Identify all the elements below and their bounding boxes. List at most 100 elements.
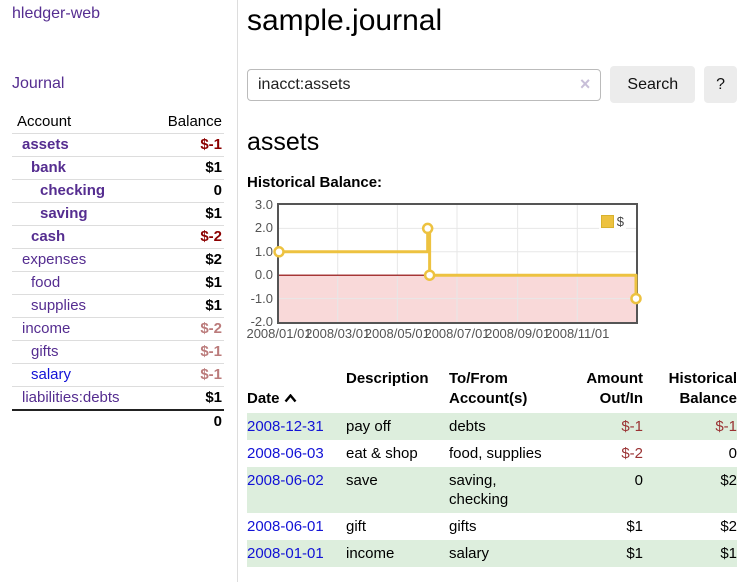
account-link[interactable]: expenses — [22, 251, 87, 268]
accounts-table: Account Balance assets $-1 bank $1 checking 0… — [12, 110, 224, 433]
transaction-date-link[interactable]: 2008-06-02 — [247, 472, 324, 489]
x-axis-tick-label: 2008/09/01 — [485, 326, 551, 341]
transaction-amount: $-2 — [621, 445, 643, 462]
transaction-date-link[interactable]: 2008-12-31 — [247, 418, 324, 435]
accounts-col-account: Account — [12, 110, 140, 134]
transaction-amount: $-1 — [621, 418, 643, 435]
brand-link[interactable]: hledger-web — [12, 5, 101, 22]
transaction-balance: $2 — [720, 472, 737, 489]
main-content: sample.journal × Search ? assets Histori… — [238, 0, 742, 582]
account-row: gifts $-1 — [12, 340, 224, 364]
register-col-amount: Amount Out/In — [586, 370, 643, 407]
account-link[interactable]: cash — [31, 228, 66, 245]
account-link[interactable]: salary — [31, 366, 72, 383]
accounts-total-balance: 0 — [140, 409, 224, 433]
transaction-description: pay off — [346, 418, 391, 435]
transaction-description: income — [346, 545, 395, 562]
y-axis-tick-label: 3.0 — [254, 197, 273, 212]
register-header-row: Date Description To/From Account(s) Amoun… — [247, 367, 737, 413]
register-row: 2008-06-01 gift gifts $1 $2 — [247, 513, 737, 540]
transaction-accounts: food, supplies — [449, 445, 542, 462]
sidebar-item-journal[interactable]: Journal — [12, 75, 65, 92]
account-balance: $1 — [140, 294, 224, 318]
account-balance: $1 — [140, 156, 224, 180]
transaction-date-link[interactable]: 2008-06-03 — [247, 445, 324, 462]
account-balance: $-2 — [140, 225, 224, 249]
transaction-balance: $2 — [720, 518, 737, 535]
transaction-amount: 0 — [634, 472, 643, 489]
account-row: salary $-1 — [12, 363, 224, 387]
transaction-description: eat & shop — [346, 445, 418, 462]
accounts-col-balance: Balance — [140, 110, 224, 134]
register-table: Date Description To/From Account(s) Amoun… — [247, 367, 737, 567]
search-button[interactable]: Search — [610, 66, 696, 103]
accounts-total-row: 0 — [12, 409, 224, 433]
transaction-balance: $1 — [720, 545, 737, 562]
y-axis-tick-label: 1.0 — [254, 243, 273, 259]
register-row: 2008-06-02 save saving, checking 0 $2 — [247, 467, 737, 513]
account-link[interactable]: food — [31, 274, 61, 291]
register-col-date[interactable]: Date — [247, 367, 346, 413]
x-axis-tick-label: 2008/03/01 — [305, 326, 371, 341]
register-col-balance: Historical Balance — [668, 370, 737, 407]
account-row: checking 0 — [12, 179, 224, 203]
account-row: bank $1 — [12, 156, 224, 180]
transaction-accounts: saving, checking — [449, 472, 509, 508]
transaction-date-link[interactable]: 2008-01-01 — [247, 545, 324, 562]
search-form: × Search ? — [247, 66, 737, 103]
register-row: 2008-06-03 eat & shop food, supplies $-2 0 — [247, 440, 737, 467]
account-row: liabilities:debts $1 — [12, 386, 224, 411]
register-row: 2008-12-31 pay off debts $-1 $-1 — [247, 413, 737, 440]
transaction-description: save — [346, 472, 378, 489]
account-link[interactable]: supplies — [31, 297, 87, 314]
legend-swatch-icon — [600, 215, 614, 228]
chart-legend: $ — [598, 213, 626, 230]
account-balance: $-1 — [140, 340, 224, 364]
journal-nav: Journal — [12, 75, 237, 93]
sort-ascending-icon — [284, 393, 296, 403]
page-title: sample.journal — [247, 4, 443, 37]
legend-label: $ — [616, 214, 624, 229]
account-link[interactable]: gifts — [31, 343, 59, 360]
account-row: saving $1 — [12, 202, 224, 226]
balance-chart: $ 3.0 2.0 1.0 0.0 -1.0 -2.0 2008/01/01 2008/03/… — [246, 197, 737, 351]
account-link[interactable]: assets — [22, 136, 69, 153]
account-balance: $-2 — [140, 317, 224, 341]
x-axis-tick-label: 2008/11/01 — [545, 326, 610, 341]
brand: hledger-web — [12, 5, 237, 23]
account-link[interactable]: income — [22, 320, 71, 337]
register-col-accounts: To/From Account(s) — [449, 370, 528, 407]
transaction-balance: 0 — [728, 445, 737, 462]
transaction-amount: $1 — [626, 545, 643, 562]
account-link[interactable]: checking — [40, 182, 106, 199]
y-axis-tick-label: -2.0 — [250, 314, 273, 329]
account-row: food $1 — [12, 271, 224, 295]
account-link[interactable]: bank — [31, 159, 67, 176]
account-row: expenses $2 — [12, 248, 224, 272]
account-balance: $2 — [140, 248, 224, 272]
transaction-accounts: gifts — [449, 518, 477, 535]
account-balance: 0 — [140, 179, 224, 203]
y-axis-tick-label: -1.0 — [250, 290, 273, 306]
search-input[interactable] — [247, 68, 602, 101]
account-row: supplies $1 — [12, 294, 224, 318]
account-balance: $1 — [140, 271, 224, 295]
search-box: × — [247, 68, 602, 101]
account-balance: $1 — [140, 386, 224, 411]
help-button[interactable]: ? — [704, 66, 737, 103]
accounts-header-row: Account Balance — [12, 110, 224, 134]
transaction-accounts: debts — [449, 418, 486, 435]
chart-title: Historical Balance: — [247, 174, 383, 191]
sidebar: hledger-web Journal Account Balance asse… — [0, 0, 238, 582]
transaction-amount: $1 — [626, 518, 643, 535]
account-row: income $-2 — [12, 317, 224, 341]
transaction-accounts: salary — [449, 545, 490, 562]
transaction-date-link[interactable]: 2008-06-01 — [247, 518, 324, 535]
account-link[interactable]: saving — [40, 205, 88, 222]
account-balance: $1 — [140, 202, 224, 226]
register-row: 2008-01-01 income salary $1 $1 — [247, 540, 737, 567]
account-link[interactable]: liabilities:debts — [22, 389, 120, 406]
y-axis-tick-label: 0.0 — [254, 267, 273, 283]
clear-search-icon[interactable]: × — [579, 73, 591, 94]
